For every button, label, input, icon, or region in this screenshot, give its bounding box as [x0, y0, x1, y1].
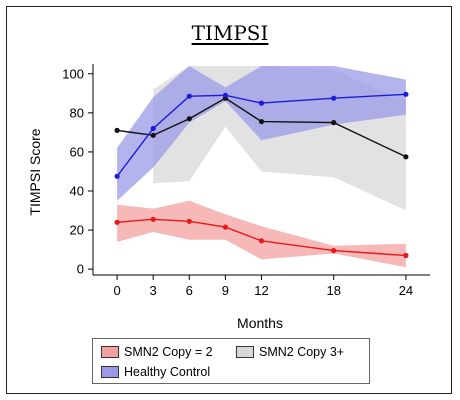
legend-label-healthy-control: Healthy Control	[124, 365, 211, 379]
axes: 0 20 40 60 80 100 0 3 6 9 12 18 24	[62, 64, 430, 298]
y-tick-label-100: 100	[62, 66, 84, 81]
x-tick-label-3: 3	[150, 283, 157, 298]
point-healthy-control-9	[222, 92, 228, 98]
legend-swatch-smn2-copy-3plus	[236, 346, 254, 358]
y-tick-label-40: 40	[70, 183, 84, 198]
x-tick-label-6: 6	[186, 283, 193, 298]
point-smn2-copy-3plus-6	[186, 116, 192, 122]
point-healthy-control-3	[150, 125, 156, 132]
legend-label-smn2-copy-3plus: SMN2 Copy 3+	[259, 345, 345, 359]
point-smn2-copy-3plus-12	[258, 119, 265, 125]
point-healthy-control-0	[114, 173, 120, 179]
legend-label-smn2-copy-2: SMN2 Copy = 2	[124, 345, 213, 359]
legend-item-smn2-copy-2: SMN2 Copy = 2	[101, 345, 213, 359]
point-smn2-copy-2-0	[114, 219, 120, 225]
band-smn2-copy-2	[117, 200, 406, 268]
point-smn2-copy-3plus-18	[331, 120, 337, 126]
point-smn2-copy-3plus-0	[114, 127, 120, 133]
y-tick-label-20: 20	[70, 223, 84, 238]
point-healthy-control-18	[331, 95, 337, 101]
series-points	[114, 91, 409, 259]
point-healthy-control-24	[403, 91, 409, 97]
x-tick-label-0: 0	[113, 283, 120, 298]
x-tick-label-18: 18	[326, 283, 340, 298]
point-smn2-copy-2-18	[331, 248, 337, 254]
point-healthy-control-6	[186, 93, 192, 99]
legend-swatch-healthy-control	[101, 366, 119, 378]
x-axis-label: Months	[237, 315, 283, 331]
point-smn2-copy-3plus-24	[403, 154, 409, 160]
x-tick-label-12: 12	[254, 283, 268, 298]
chart-title: TIMPSI	[191, 21, 269, 45]
legend: SMN2 Copy = 2 SMN2 Copy 3+ Healthy Contr…	[92, 338, 370, 384]
point-smn2-copy-2-9	[222, 224, 228, 230]
legend-item-smn2-copy-3plus: SMN2 Copy 3+	[236, 345, 344, 359]
legend-item-healthy-control: Healthy Control	[101, 365, 210, 379]
x-tick-label-24: 24	[399, 283, 413, 298]
point-healthy-control-12	[258, 100, 265, 106]
point-smn2-copy-2-12	[258, 238, 265, 244]
y-axis-label: TIMPSI Score	[27, 128, 43, 215]
y-tick-label-60: 60	[70, 144, 84, 159]
y-tick-label-0: 0	[77, 262, 84, 277]
point-smn2-copy-3plus-3	[150, 132, 156, 138]
legend-swatch-smn2-copy-2	[101, 346, 119, 358]
y-tick-label-80: 80	[70, 105, 84, 120]
point-smn2-copy-2-3	[150, 216, 156, 222]
x-tick-label-9: 9	[222, 283, 229, 298]
point-smn2-copy-2-24	[403, 252, 409, 259]
point-smn2-copy-2-6	[186, 218, 192, 224]
